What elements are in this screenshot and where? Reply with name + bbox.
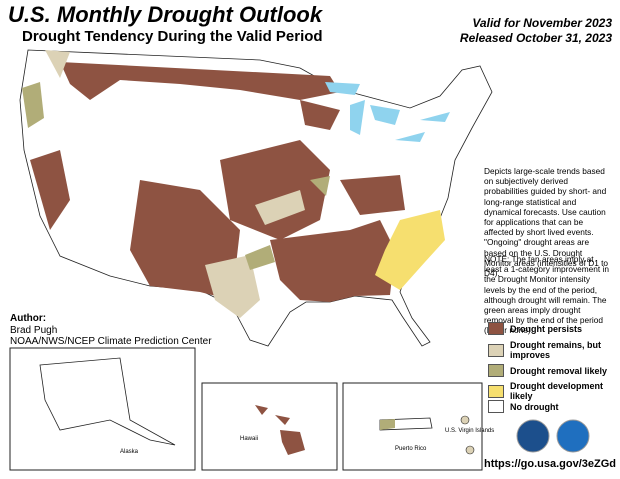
noaa-logo: [556, 419, 590, 453]
legend-label: Drought persists: [510, 323, 583, 334]
development-area: [375, 210, 445, 290]
doc-logo: [516, 419, 550, 453]
removal-area: [22, 82, 44, 128]
legend-item: Drought persists: [488, 322, 618, 335]
legend-label: Drought remains, but improves: [510, 340, 602, 360]
removal-area: [245, 245, 275, 270]
note: NOTE: The tan areas imply at least a 1-c…: [484, 254, 609, 336]
drought-area: [340, 175, 405, 215]
alaska-label: Alaska: [120, 449, 139, 455]
legend-swatch: [488, 322, 504, 335]
removal-area: [310, 176, 330, 196]
improve-area: [255, 190, 305, 225]
great-lakes: [325, 82, 450, 142]
improve-area: [45, 50, 70, 78]
legend-label: Drought development likely: [510, 381, 604, 401]
legend-swatch: [488, 364, 504, 377]
vi-shape: [465, 445, 475, 455]
drought-area: [60, 62, 340, 100]
legend-item: No drought: [488, 400, 618, 413]
hawaii-label: Hawaii: [240, 436, 258, 442]
vi-label: U.S. Virgin Islands: [445, 428, 494, 434]
description: Depicts large-scale trends based on subj…: [484, 166, 609, 279]
valid: Valid for November 2023: [472, 16, 612, 30]
legend-item: Drought remains, but improves: [488, 340, 618, 360]
drought-area: [270, 220, 395, 302]
alaska-shape: [39, 357, 176, 446]
author: Author: Brad Pugh NOAA/NWS/NCEP Climate Pr…: [10, 313, 212, 348]
pr-label: Puerto Rico: [395, 446, 427, 452]
legend-swatch: [488, 343, 504, 357]
title: U.S. Monthly Drought Outlook: [8, 2, 323, 27]
drought-area: [30, 150, 70, 230]
legend-item: Drought development likely: [488, 381, 618, 401]
pr-removal: [380, 419, 395, 430]
url: https://go.usa.gov/3eZGd: [484, 458, 617, 470]
author-name: Brad Pugh: [10, 324, 58, 336]
author-org: NOAA/NWS/NCEP Climate Prediction Center: [10, 336, 212, 347]
author-heading: Author:: [10, 313, 47, 324]
hawaii-box: [201, 382, 338, 471]
legend-label: Drought removal likely: [510, 365, 608, 376]
vi-shape: [460, 415, 470, 425]
improve-area: [205, 255, 260, 318]
legend-item: Drought removal likely: [488, 364, 618, 377]
dates: Valid for November 2023 Released October …: [460, 16, 612, 46]
drought-area: [300, 100, 340, 130]
drought-area: [220, 140, 330, 240]
legend-swatch: [488, 400, 504, 413]
hawaii-shape: [255, 405, 305, 455]
legend-swatch: [488, 384, 504, 398]
released: Released October 31, 2023: [459, 31, 612, 45]
legend-label: No drought: [510, 401, 559, 412]
subtitle: Drought Tendency During the Valid Period: [22, 28, 323, 45]
